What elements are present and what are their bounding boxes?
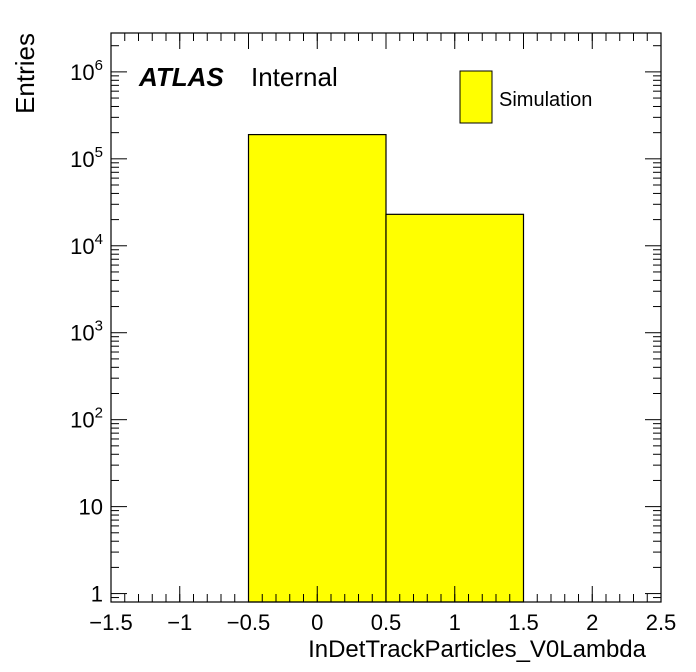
internal-label: Internal [251, 62, 338, 92]
y-tick-label: 1 [91, 582, 103, 607]
y-tick-label: 103 [70, 318, 103, 346]
y-tick-label: 10 [79, 495, 103, 520]
y-axis-label: Entries [10, 33, 40, 114]
y-tick-label: 106 [70, 57, 103, 85]
x-tick-label: 1 [449, 610, 461, 635]
x-axis-label: InDetTrackParticles_V0Lambda [308, 636, 647, 663]
x-tick-label: −1 [167, 610, 192, 635]
bars-group [247, 133, 525, 603]
x-tick-label: 1.5 [508, 610, 539, 635]
x-tick-label: −1.5 [89, 610, 132, 635]
x-tick-label: 0.5 [371, 610, 402, 635]
legend-swatch [459, 70, 493, 124]
x-tick-label: 0 [311, 610, 323, 635]
plot-frame [110, 32, 662, 603]
y-tick-label: 105 [70, 144, 103, 172]
atlas-label: ATLAS [138, 62, 224, 92]
histogram-bar [385, 213, 525, 603]
x-tick-labels: −1.5 −1 −0.5 0 0.5 1 1.5 2 2.5 [89, 610, 676, 635]
major-ticks-group [110, 33, 662, 602]
histogram-bar [247, 133, 387, 603]
legend-entry-simulation: Simulation [499, 89, 592, 111]
y-tick-label: 102 [70, 405, 103, 433]
x-tick-label: −0.5 [227, 610, 270, 635]
x-tick-label: 2 [586, 610, 598, 635]
y-tick-label: 104 [70, 231, 103, 259]
y-tick-labels: 1 10 102 103 104 105 106 [70, 57, 103, 607]
x-tick-label: 2.5 [646, 610, 677, 635]
minor-ticks-group [110, 33, 662, 603]
